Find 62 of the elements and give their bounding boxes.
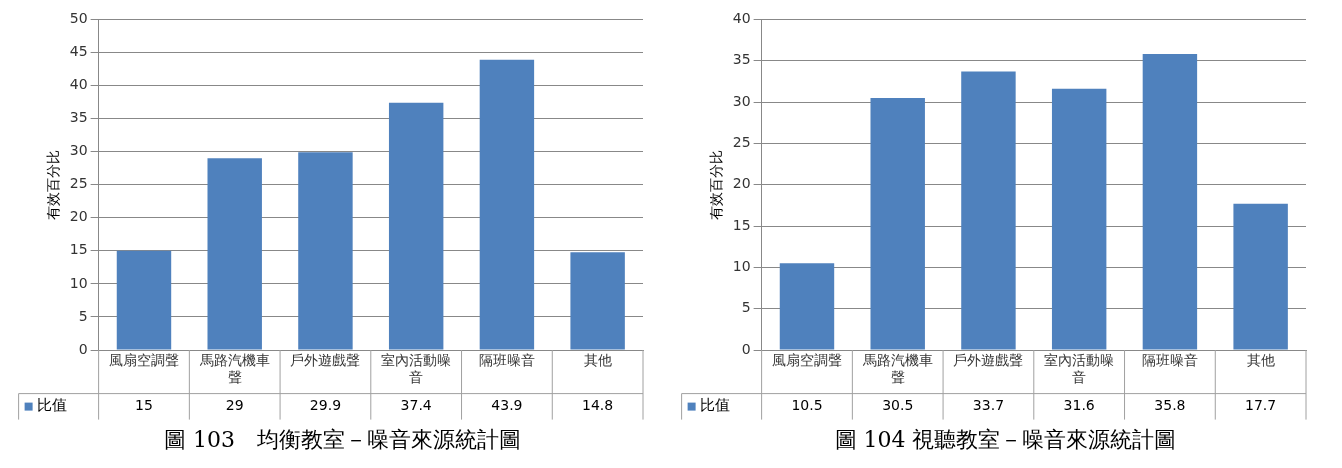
text: 圖 104 視聽教室－噪音來源統計圖 <box>834 426 1177 452</box>
y-axis-title: 有效百分比 <box>708 149 725 220</box>
bar <box>961 71 1016 350</box>
x-tick-label: 馬路汽機車聲 <box>861 352 933 385</box>
x-tick-label: 室內活動噪音 <box>1044 352 1115 385</box>
y-tick-label: 5 <box>741 299 751 316</box>
y-tick-label: 10 <box>69 274 88 291</box>
x-tick-label: 戶外遊戲聲 <box>290 352 361 369</box>
x-tick-label: 風扇空調聲 <box>771 352 842 369</box>
y-tick-label: 20 <box>69 208 88 225</box>
bar <box>779 263 835 350</box>
y-tick-label: 40 <box>69 76 88 93</box>
text: 圖 103 均衡教室－噪音來源統計圖 <box>164 426 521 452</box>
y-tick-label: 35 <box>732 51 751 68</box>
bar <box>479 59 535 350</box>
y-tick-label: 5 <box>78 307 88 324</box>
bar <box>388 102 444 350</box>
bar <box>570 252 625 350</box>
data-label: 30.5 <box>882 397 914 414</box>
bar <box>207 158 262 350</box>
y-tick-label: 15 <box>732 216 751 233</box>
x-tick-label: 隔班噪音 <box>1141 352 1198 369</box>
y-tick-label: 15 <box>69 241 88 258</box>
y-tick-label: 30 <box>69 142 88 159</box>
data-label: 29.9 <box>309 397 342 414</box>
y-tick-label: 50 <box>69 10 88 27</box>
x-tick-label: 風扇空調聲 <box>108 352 179 369</box>
x-tick-label: 室內活動噪音 <box>381 352 452 385</box>
data-label: 14.8 <box>582 397 614 414</box>
x-tick-label: 馬路汽機車聲 <box>198 352 270 385</box>
data-label: 33.7 <box>972 397 1005 414</box>
data-label: 17.7 <box>1245 397 1277 414</box>
x-tick-label: 其他 <box>1246 352 1275 369</box>
legend-label: 比值 <box>699 396 730 415</box>
y-tick-label: 0 <box>78 340 88 357</box>
bar <box>1142 54 1198 350</box>
bar <box>298 152 353 350</box>
data-label: 37.4 <box>400 397 432 414</box>
data-label: 35.8 <box>1154 397 1186 414</box>
y-tick-label: 30 <box>732 92 751 109</box>
y-tick-label: 40 <box>732 10 751 27</box>
y-tick-label: 25 <box>732 134 751 151</box>
data-label: 10.5 <box>791 397 823 414</box>
y-tick-label: 20 <box>732 175 751 192</box>
y-tick-label: 0 <box>741 340 751 357</box>
x-tick-label: 戶外遊戲聲 <box>953 352 1024 369</box>
y-tick-label: 10 <box>732 257 751 274</box>
data-label: 15 <box>135 397 153 414</box>
bar <box>1051 88 1107 350</box>
data-label: 31.6 <box>1063 397 1095 414</box>
y-tick-label: 25 <box>69 175 88 192</box>
x-tick-label: 其他 <box>583 352 612 369</box>
data-label: 29 <box>225 397 244 414</box>
y-tick-label: 45 <box>69 43 88 60</box>
bar <box>116 250 172 350</box>
bar <box>870 97 925 350</box>
y-tick-label: 35 <box>69 109 88 126</box>
x-tick-label: 隔班噪音 <box>478 352 535 369</box>
bar <box>1233 203 1288 350</box>
legend-label: 比值 <box>36 396 67 415</box>
y-axis-title: 有效百分比 <box>45 149 62 220</box>
data-label: 43.9 <box>491 397 523 414</box>
